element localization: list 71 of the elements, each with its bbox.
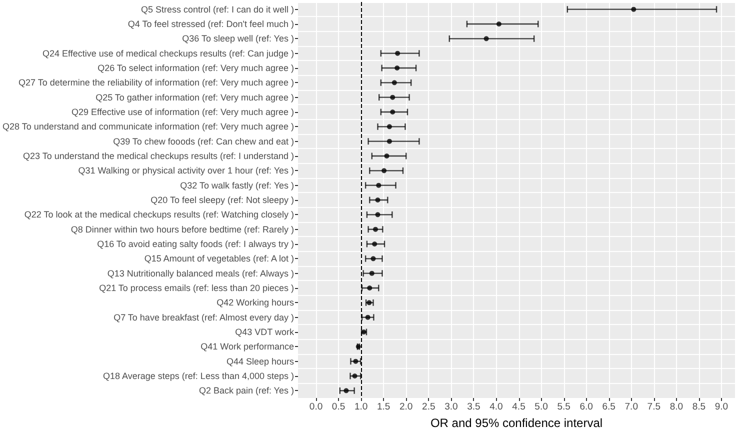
x-tick-label: 1.0	[354, 402, 368, 412]
point	[372, 242, 378, 246]
y-tick-label: Q16 To avoid eating salty foods (ref: I always try )	[97, 239, 294, 249]
point	[353, 358, 358, 364]
point	[352, 374, 358, 378]
point	[367, 286, 372, 290]
point	[369, 270, 374, 276]
y-tick-label: Q32 To walk fastly (ref: Yes )	[180, 180, 294, 190]
point	[375, 198, 380, 202]
y-tick-label: Q44 Sleep hours	[226, 356, 294, 366]
point	[372, 226, 378, 232]
x-tick-label: 8.0	[670, 402, 684, 412]
x-tick-label: 6.5	[602, 402, 616, 412]
point	[392, 80, 397, 86]
x-tick-label: 3.0	[444, 402, 458, 412]
y-tick-label: Q22 To look at the medical checkups results (ref: Watching closely )	[24, 210, 294, 220]
x-tick-label: 3.5	[467, 402, 480, 412]
x-tick-label: 5.0	[534, 402, 548, 412]
x-tick-label: 0.0	[309, 402, 323, 412]
point	[395, 50, 400, 56]
x-tick-label: 4.5	[512, 402, 526, 412]
point	[370, 256, 376, 262]
y-tick-label: Q8 Dinner within two hours before bedtime (ref: Rarely )	[70, 224, 294, 234]
y-tick-label: Q36 To sleep well (ref: Yes )	[182, 34, 294, 44]
point	[344, 388, 349, 394]
point	[382, 168, 387, 174]
y-tick-label: Q43 VDT work	[235, 327, 294, 337]
y-tick-label: Q42 Working hours	[216, 298, 294, 308]
point	[384, 154, 390, 158]
point	[631, 6, 636, 12]
y-tick-label: Q21 To process emails (ref: less than 20 pieces )	[99, 283, 294, 293]
y-tick-label: Q26 To select information (ref: Very much agree )	[98, 63, 294, 73]
x-tick-label: 8.5	[692, 402, 706, 412]
y-tick-label: Q13 Nutritionally balanced meals (ref: Always )	[107, 268, 294, 278]
y-tick-label: Q29 Effective use of information (ref: Very much agree )	[72, 107, 294, 117]
y-tick-label: Q23 To understand the medical checkups results (ref: I understand )	[23, 151, 294, 161]
y-tick-label: Q18 Average steps (ref: Less than 4,000 steps )	[103, 371, 294, 381]
point	[484, 36, 489, 42]
y-tick-label: Q4 To feel stressed (ref: Don't feel much )	[128, 19, 294, 29]
point	[386, 124, 392, 130]
point	[390, 94, 396, 100]
x-tick-label: 4.0	[490, 402, 503, 412]
x-tick-label: 7.5	[647, 402, 661, 412]
point	[375, 212, 380, 218]
y-tick-label: Q28 To understand and communicate information (ref: Very much agree )	[2, 122, 294, 132]
x-tick-label: 2.0	[400, 402, 413, 412]
y-tick-label: Q20 To feel sleepy (ref: Not sleepy )	[150, 195, 294, 205]
y-tick-label: Q39 To chew fooods (ref: Can chew and eat )	[113, 136, 294, 146]
x-tick-label: 9.0	[714, 402, 728, 412]
point	[394, 66, 400, 70]
y-tick-label: Q25 To gather information (ref: Very much agree )	[96, 92, 294, 102]
point	[386, 138, 392, 144]
y-tick-label: Q31 Walking or physical activity over 1 hour (ref: Yes )	[78, 166, 294, 176]
y-tick-label: Q24 Effective use of medical checkups results (ref: Can judge )	[42, 48, 294, 58]
point	[390, 110, 396, 114]
x-tick-label: 6.0	[580, 402, 593, 412]
point	[365, 314, 370, 320]
x-tick-label: 2.5	[422, 402, 436, 412]
x-tick-label: 1.5	[376, 402, 390, 412]
point	[496, 22, 502, 26]
y-tick-label: Q41 Work performance	[200, 342, 294, 352]
x-tick-label: 7.0	[624, 402, 638, 412]
x-tick-label: 0.5	[332, 402, 346, 412]
y-tick-label: Q5 Stress control (ref: I can do it well )	[140, 4, 294, 14]
y-tick-label: Q2 Back pain (ref: Yes )	[198, 386, 294, 396]
y-tick-label: Q15 Amount of vegetables (ref: A lot )	[144, 254, 294, 264]
x-axis-title: OR and 95% confidence interval	[430, 416, 603, 430]
x-tick-label: 5.5	[557, 402, 570, 412]
point	[376, 182, 382, 188]
y-tick-label: Q7 To have breakfast (ref: Almost every day )	[114, 312, 294, 322]
y-tick-label: Q27 To determine the reliability of information (ref: Very much agree )	[18, 78, 294, 88]
